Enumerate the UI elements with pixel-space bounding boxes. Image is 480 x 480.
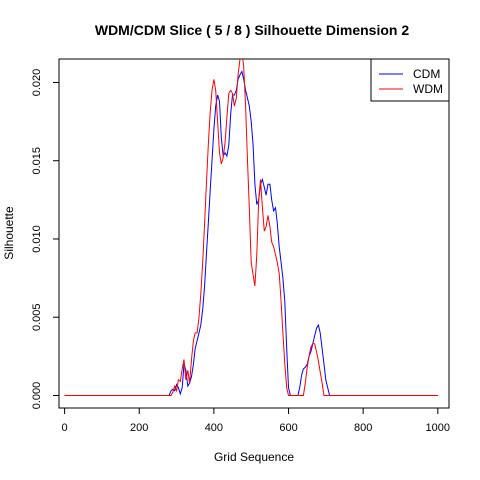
x-tick-label: 800 — [354, 422, 372, 434]
x-tick-label: 0 — [62, 422, 68, 434]
legend-label-cdm: CDM — [413, 67, 440, 81]
x-axis-label: Grid Sequence — [214, 450, 294, 464]
x-axis: 0 200 400 600 800 1000 — [62, 408, 450, 434]
x-tick-label: 200 — [130, 422, 148, 434]
series-layer — [64, 59, 438, 396]
x-tick-label: 400 — [205, 422, 223, 434]
y-tick-label: 0.015 — [31, 147, 43, 175]
y-tick-label: 0.020 — [31, 69, 43, 97]
y-axis-label: Silhouette — [2, 206, 16, 260]
y-tick-label: 0.005 — [31, 303, 43, 331]
chart-title: WDM/CDM Slice ( 5 / 8 ) Silhouette Dimen… — [95, 22, 409, 38]
series-line-wdm — [64, 59, 438, 396]
legend-box — [370, 58, 450, 102]
legend-label-wdm: WDM — [413, 82, 443, 96]
legend: CDM WDM — [370, 58, 450, 102]
x-tick-label: 1000 — [426, 422, 450, 434]
x-tick-label: 600 — [279, 422, 297, 434]
y-axis: 0.000 0.005 0.010 0.015 0.020 — [31, 69, 59, 410]
y-tick-label: 0.000 — [31, 382, 43, 410]
y-tick-label: 0.010 — [31, 225, 43, 253]
plot-frame — [58, 58, 450, 409]
series-line-cdm — [64, 70, 438, 396]
